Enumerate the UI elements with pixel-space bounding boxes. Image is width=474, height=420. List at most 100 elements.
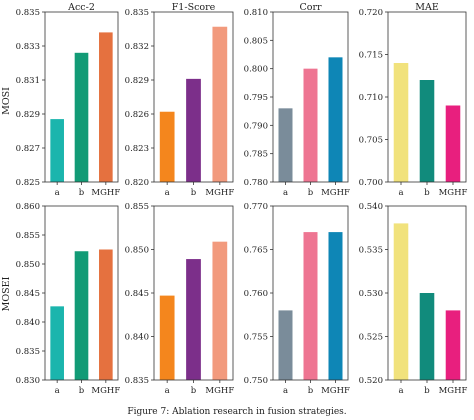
panel-5-xtick-label: a [165, 386, 170, 396]
panel-4-ytick-label: 0.850 [16, 260, 40, 270]
panel-0-ytick-label: 0.825 [16, 178, 40, 188]
panel-3-xtick-label: b [424, 188, 430, 198]
panel-2-ytick-label: 0.785 [244, 150, 268, 160]
panel-3-xtick-label: a [398, 188, 403, 198]
panel-4-xtick-label: MGHF [91, 386, 120, 396]
panel-6-bar-b [303, 232, 318, 380]
row-label-mosi: MOSI [1, 87, 12, 115]
panel-7-ytick-label: 0.525 [359, 333, 383, 343]
panel-5-xtick-label: MGHF [205, 386, 234, 396]
panel-2-ytick-label: 0.810 [244, 8, 268, 18]
panel-2-bar-a [278, 108, 293, 182]
panel-2-ytick-label: 0.800 [244, 65, 268, 75]
panel-1-ytick-label: 0.820 [125, 178, 149, 188]
panel-5-bar-a [159, 295, 175, 380]
panel-1-xtick-label: MGHF [205, 188, 234, 198]
panel-1-bar-MGHF [212, 26, 228, 182]
panel-6-xtick-label: MGHF [321, 386, 350, 396]
panel-7-bar-a [393, 223, 409, 380]
panel-6-bar-MGHF [328, 232, 343, 380]
panel-2-ytick-label: 0.795 [244, 93, 268, 103]
panel-4-ytick-label: 0.830 [16, 376, 40, 386]
panel-1-xtick-label: a [165, 188, 170, 198]
panel-5-bar-MGHF [212, 241, 228, 380]
panel-3-bar-a [393, 63, 409, 182]
panel-2-ytick-label: 0.805 [244, 36, 268, 46]
panel-0-xtick-label: MGHF [91, 188, 120, 198]
panel-4-ytick-label: 0.845 [16, 289, 40, 299]
panel-0-bar-MGHF [99, 32, 113, 183]
panel-5-bar-b [186, 259, 201, 380]
panel-0-title: Acc-2 [67, 2, 95, 13]
panel-6-bar-a [278, 310, 293, 380]
panel-3-xtick-label: MGHF [439, 188, 468, 198]
panel-3-title: MAE [415, 2, 439, 13]
panel-4-bar-a [50, 306, 64, 380]
panel-6-ytick-label: 0.750 [244, 376, 268, 386]
panel-1-ytick-label: 0.829 [125, 76, 149, 86]
panel-2-bar-b [303, 68, 318, 182]
panel-7-xtick-label: MGHF [439, 386, 468, 396]
panel-1-bar-b [186, 78, 201, 182]
panel-0-ytick-label: 0.835 [16, 8, 40, 18]
panel-6-ytick-label: 0.755 [244, 333, 268, 343]
panel-3-ytick-label: 0.700 [359, 178, 383, 188]
panel-4-bar-b [74, 251, 89, 380]
panel-4-ytick-label: 0.840 [16, 318, 40, 328]
panel-2-ytick-label: 0.790 [244, 121, 268, 131]
panel-3-bar-b [419, 80, 435, 182]
panel-5-ytick-label: 0.840 [125, 333, 149, 343]
panel-5-xtick-label: b [191, 386, 197, 396]
panel-5-ytick-label: 0.845 [125, 289, 149, 299]
panel-6-xtick-label: b [308, 386, 314, 396]
panel-7-ytick-label: 0.540 [359, 202, 383, 212]
panel-5-ytick-label: 0.835 [125, 376, 149, 386]
panel-1-bar-a [159, 111, 175, 182]
panel-2-xtick-label: a [283, 188, 288, 198]
panel-1-ytick-label: 0.823 [125, 144, 149, 154]
panel-4-xtick-label: b [79, 386, 85, 396]
panel-3-ytick-label: 0.715 [359, 51, 383, 61]
panel-2-bar-MGHF [328, 57, 343, 183]
panel-0-bar-b [74, 52, 89, 182]
panel-5-ytick-label: 0.850 [125, 246, 149, 256]
figure-caption: Figure 7: Ablation research in fusion st… [127, 407, 346, 417]
panel-7-ytick-label: 0.535 [359, 246, 383, 256]
panel-6-ytick-label: 0.760 [244, 289, 268, 299]
panel-3-bar-MGHF [445, 105, 461, 182]
panel-4-ytick-label: 0.835 [16, 347, 40, 357]
panel-1-ytick-label: 0.835 [125, 8, 149, 18]
panel-3-ytick-label: 0.720 [359, 8, 383, 18]
panel-5-ytick-label: 0.855 [125, 202, 149, 212]
panel-7-bar-b [419, 293, 435, 380]
panel-4-ytick-label: 0.860 [16, 202, 40, 212]
panel-1-ytick-label: 0.826 [125, 110, 149, 120]
panel-1-title: F1-Score [172, 2, 216, 13]
panel-2-xtick-label: b [308, 188, 314, 198]
panel-1-xtick-label: b [191, 188, 197, 198]
panel-0-xtick-label: b [79, 188, 85, 198]
panel-6-xtick-label: a [283, 386, 288, 396]
panel-1-ytick-label: 0.832 [125, 42, 149, 52]
panel-7-xtick-label: a [398, 386, 403, 396]
panel-6-ytick-label: 0.765 [244, 246, 268, 256]
panel-7-xtick-label: b [424, 386, 430, 396]
panel-0-xtick-label: a [55, 188, 60, 198]
panel-3-ytick-label: 0.705 [359, 136, 383, 146]
panel-4-bar-MGHF [99, 249, 113, 380]
row-label-mosei: MOSEI [1, 276, 12, 311]
panel-0-bar-a [50, 119, 64, 182]
panel-0-ytick-label: 0.833 [16, 42, 40, 52]
panel-7-bar-MGHF [445, 310, 461, 380]
panel-0-ytick-label: 0.829 [16, 110, 40, 120]
panel-3-ytick-label: 0.710 [359, 93, 383, 103]
panel-4-xtick-label: a [55, 386, 60, 396]
panel-7-ytick-label: 0.520 [359, 376, 383, 386]
panel-2-ytick-label: 0.780 [244, 178, 268, 188]
panel-4-ytick-label: 0.855 [16, 231, 40, 241]
panel-6-ytick-label: 0.770 [244, 202, 268, 212]
panel-7-ytick-label: 0.530 [359, 289, 383, 299]
panel-0-ytick-label: 0.831 [16, 76, 40, 86]
panel-2-xtick-label: MGHF [321, 188, 350, 198]
